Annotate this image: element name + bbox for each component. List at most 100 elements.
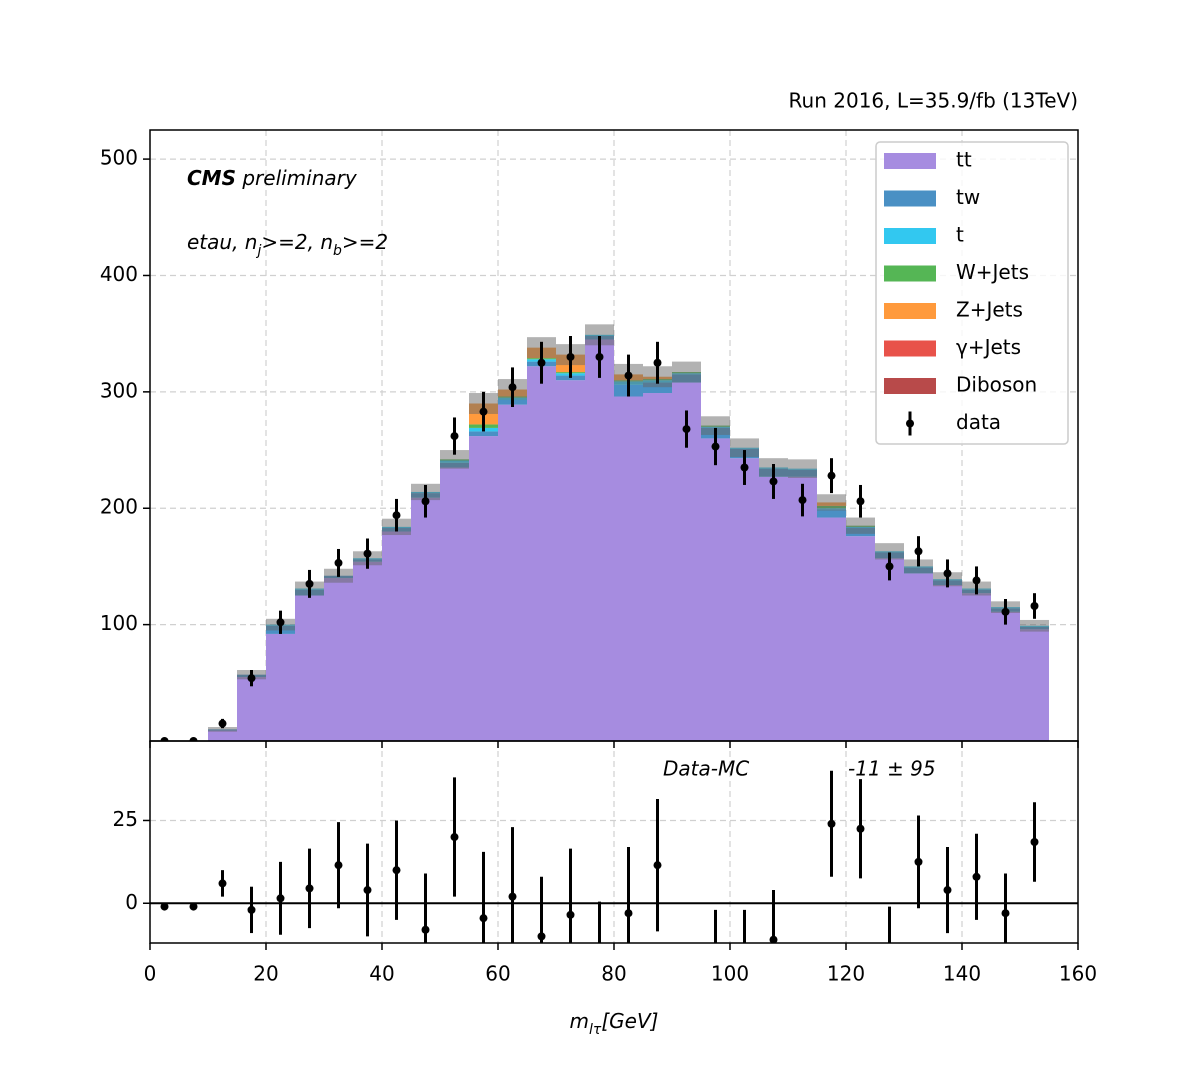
uncertainty-band <box>730 438 759 458</box>
cms-label: CMS preliminary <box>187 166 358 190</box>
data-point <box>624 909 633 918</box>
x-tick-label: 60 <box>485 962 510 986</box>
y-tick-label: 500 <box>100 146 138 170</box>
data-point <box>682 425 691 434</box>
legend-label: tt <box>956 148 972 172</box>
data-point <box>972 872 981 881</box>
legend-marker <box>906 419 914 428</box>
data-point <box>392 511 401 520</box>
data-point <box>247 674 256 683</box>
data-point <box>885 562 894 571</box>
legend-swatch <box>884 303 936 319</box>
y-tick-label: 300 <box>100 378 138 402</box>
uncertainty-band <box>1020 619 1049 632</box>
bar-segment <box>266 633 295 741</box>
uncertainty-band <box>875 543 904 560</box>
uncertainty-band <box>701 416 730 435</box>
bar-segment <box>411 497 440 741</box>
subscript: lτ <box>589 1022 602 1038</box>
legend-label: tw <box>956 185 980 209</box>
legend-frame <box>875 141 1069 445</box>
x-tick-label: 120 <box>827 962 865 986</box>
data-point <box>1030 601 1039 610</box>
x-tick-label: 100 <box>711 962 749 986</box>
bar-segment <box>875 558 904 741</box>
bar-segment <box>295 595 324 741</box>
data-point <box>218 879 227 888</box>
data-point <box>943 886 952 895</box>
data-point <box>914 547 923 556</box>
uncertainty-band <box>440 450 469 469</box>
bar-segment <box>1020 629 1049 741</box>
data-point <box>392 866 401 875</box>
data-point <box>305 884 314 893</box>
bar-segment <box>585 339 614 741</box>
data-point <box>450 833 459 842</box>
bar-segment <box>498 404 527 741</box>
label-part: >=2 <box>342 230 388 254</box>
bar-segment <box>846 536 875 741</box>
x-tick-label: 0 <box>144 962 157 986</box>
legend-label: t <box>956 223 964 247</box>
bar-segment <box>904 573 933 741</box>
data-point <box>653 358 662 367</box>
data-point <box>711 442 720 451</box>
bar-segment <box>208 730 237 741</box>
label: etau, nj>=2, nb>=2 <box>187 230 388 260</box>
legend-label: γ+Jets <box>956 335 1021 359</box>
y-tick-label: 100 <box>100 611 138 635</box>
x-tick-label: 80 <box>601 962 626 986</box>
data-point <box>856 824 865 833</box>
bar-segment <box>991 611 1020 741</box>
bar-segment <box>469 436 498 741</box>
bar-segment <box>469 431 498 437</box>
status: preliminary <box>241 166 358 190</box>
subscript: j <box>255 243 261 259</box>
uncertainty-band <box>846 517 875 534</box>
data-point <box>363 886 372 895</box>
uncertainty-band <box>672 361 701 383</box>
annotation: Data-MC <box>663 757 749 781</box>
data-point <box>798 496 807 505</box>
label-part: etau, n <box>187 230 257 254</box>
bar-segment <box>527 366 556 741</box>
data-point <box>276 894 285 903</box>
label: mlτ[GeV] <box>570 1009 659 1039</box>
y-tick-label: 25 <box>113 807 138 831</box>
uncertainty-band <box>585 324 614 346</box>
bar-segment <box>324 578 353 741</box>
data-point <box>305 579 314 588</box>
data-point <box>479 407 488 416</box>
uncertainty-band <box>208 727 237 732</box>
bar-segment <box>382 531 411 741</box>
bar-segment <box>237 676 266 741</box>
data-point <box>972 576 981 585</box>
legend-swatch <box>884 378 936 394</box>
data-point <box>827 471 836 480</box>
legend-label: W+Jets <box>956 260 1029 284</box>
main-plot-area <box>150 130 1078 741</box>
data-point <box>566 352 575 361</box>
data-point <box>769 935 778 943</box>
x-tick-label: 160 <box>1059 962 1097 986</box>
bar-segment <box>440 467 469 741</box>
legend-swatch <box>884 265 936 282</box>
data-point <box>218 719 227 728</box>
data-point <box>1001 909 1010 918</box>
y-tick-label: 0 <box>125 890 138 914</box>
data-point <box>363 549 372 558</box>
data-point <box>769 477 778 486</box>
legend-swatch <box>884 228 936 244</box>
data-point <box>160 737 169 741</box>
data-point <box>624 371 633 380</box>
data-point <box>421 497 430 506</box>
data-point <box>566 910 575 919</box>
bar-segment <box>556 380 585 741</box>
bar-segment <box>353 561 382 741</box>
legend: tt tw t W+Jets Z+Jets γ+Jets Diboson data <box>875 141 1069 445</box>
bar-segment <box>643 382 672 394</box>
experiment: CMS <box>187 166 236 190</box>
legend-swatch <box>884 153 936 169</box>
